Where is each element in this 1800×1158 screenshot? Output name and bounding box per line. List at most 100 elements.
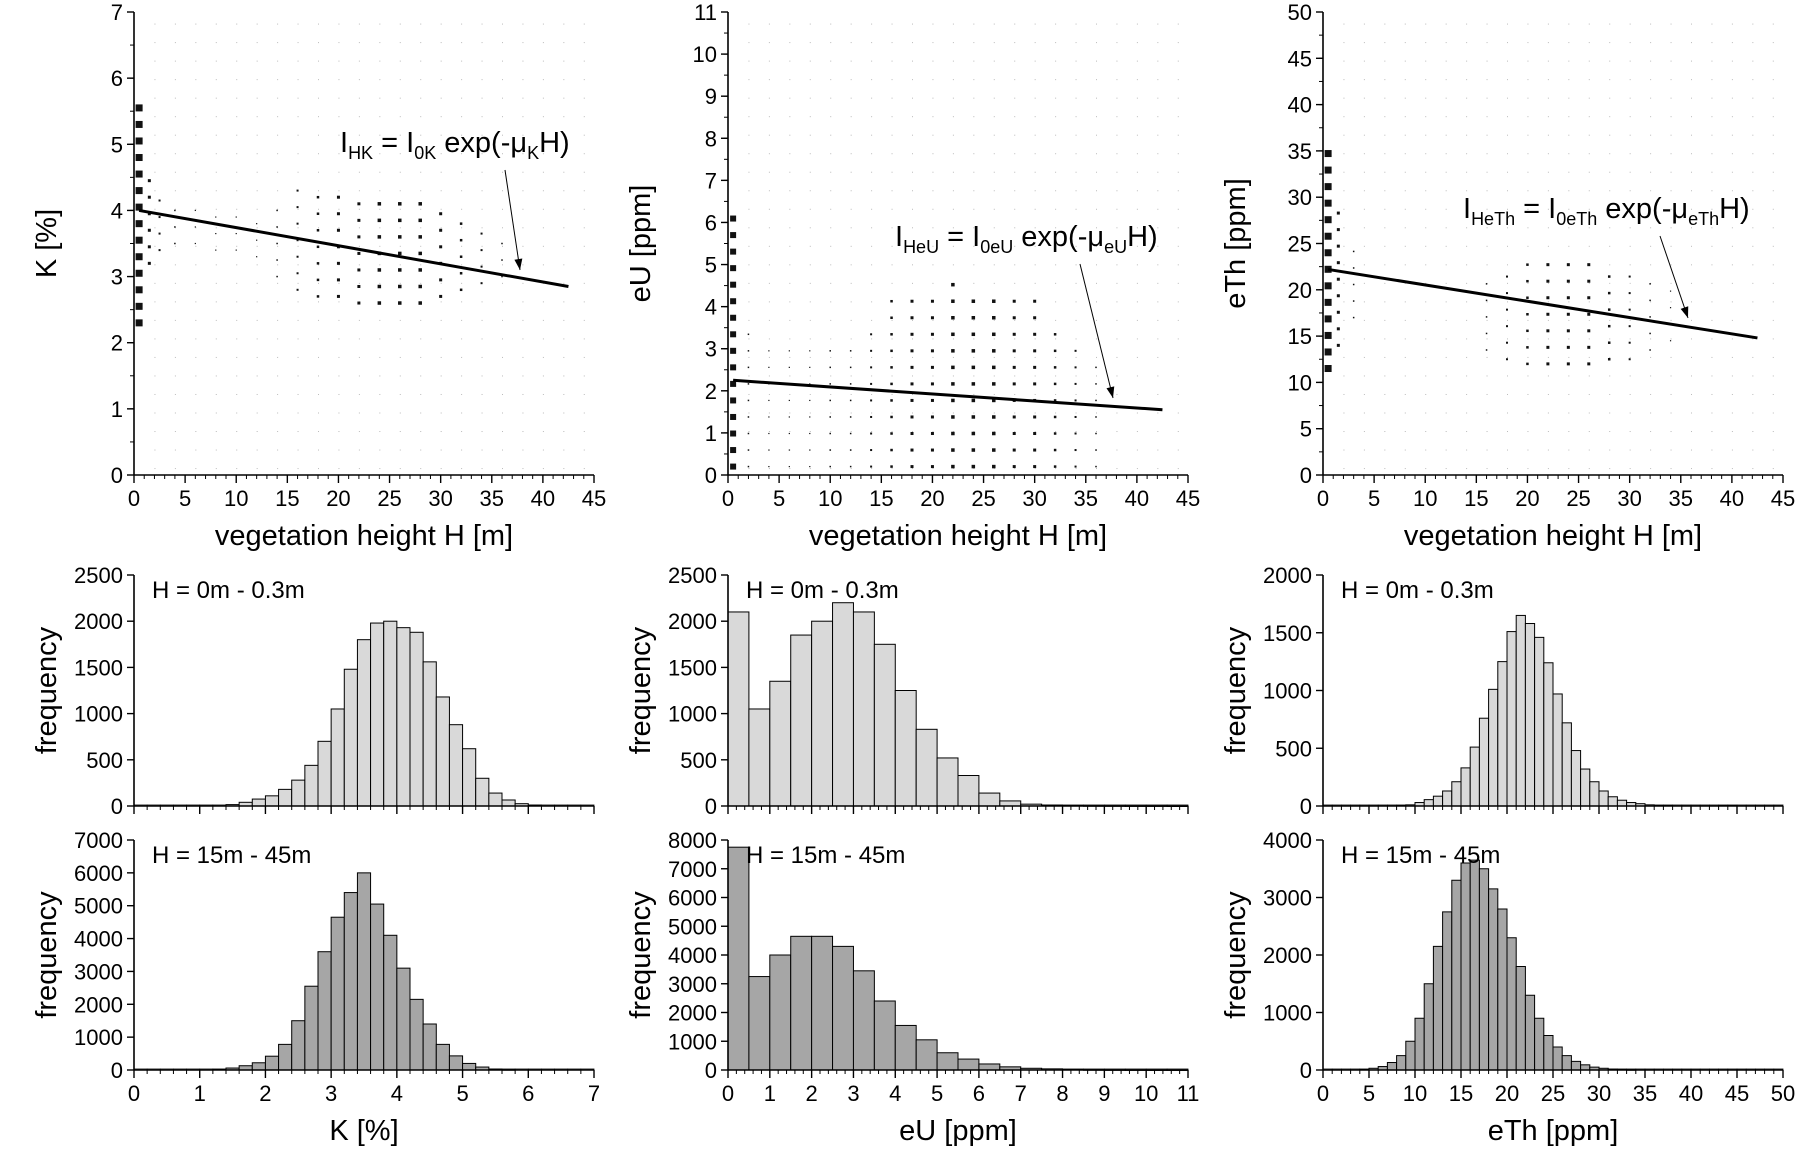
- background-dot: [1425, 79, 1427, 81]
- background-dot: [379, 449, 381, 451]
- background-dot: [1547, 375, 1549, 377]
- data-point: [1012, 415, 1016, 419]
- background-dot: [1157, 393, 1159, 395]
- background-dot: [195, 171, 197, 173]
- data-point: [730, 463, 737, 470]
- background-dot: [748, 393, 750, 395]
- background-dot: [1547, 449, 1549, 451]
- background-dot: [912, 79, 913, 81]
- y-tick-label: 4000: [1263, 828, 1312, 853]
- background-dot: [174, 79, 176, 81]
- data-point: [870, 465, 873, 468]
- background-dot: [768, 319, 770, 321]
- background-dot: [1670, 264, 1672, 266]
- background-dot: [912, 412, 913, 414]
- data-point: [1336, 228, 1340, 232]
- x-tick-label: 4: [391, 1081, 403, 1106]
- background-dot: [1136, 468, 1138, 470]
- background-dot: [154, 171, 156, 173]
- background-dot: [993, 79, 995, 81]
- y-tick-label: 9: [705, 84, 717, 109]
- x-axis-label: vegetation height H [m]: [215, 520, 513, 552]
- background-dot: [420, 245, 422, 247]
- background-dot: [952, 23, 954, 25]
- data-point: [439, 212, 443, 216]
- background-dot: [583, 171, 585, 173]
- background-dot: [420, 227, 422, 229]
- background-dot: [297, 282, 299, 284]
- data-point: [951, 464, 955, 469]
- y-tick-label: 15: [1288, 324, 1312, 349]
- background-dot: [358, 79, 360, 81]
- background-dot: [1425, 412, 1427, 414]
- data-point: [951, 332, 955, 337]
- y-tick-label: 1000: [668, 1029, 717, 1054]
- background-dot: [1670, 153, 1672, 155]
- background-dot: [912, 227, 913, 229]
- data-point: [1324, 282, 1332, 290]
- data-point: [1033, 432, 1037, 436]
- background-dot: [850, 282, 852, 284]
- background-dot: [1055, 356, 1057, 358]
- background-dot: [1772, 134, 1774, 136]
- histogram-bar: [343, 892, 358, 1071]
- histogram-bar: [1561, 722, 1572, 807]
- background-dot: [1157, 23, 1159, 25]
- background-dot: [1157, 227, 1159, 229]
- background-dot: [993, 171, 995, 173]
- background-dot: [583, 319, 585, 321]
- background-dot: [1629, 282, 1631, 284]
- background-dot: [1670, 23, 1672, 25]
- background-dot: [1588, 134, 1590, 136]
- background-dot: [440, 468, 442, 470]
- background-dot: [1384, 449, 1386, 451]
- background-dot: [236, 134, 238, 136]
- background-dot: [1629, 264, 1631, 266]
- background-dot: [768, 97, 770, 99]
- background-dot: [973, 431, 975, 433]
- background-dot: [789, 208, 791, 210]
- background-dot: [1343, 375, 1345, 377]
- background-dot: [871, 338, 873, 340]
- background-dot: [277, 431, 279, 433]
- background-dot: [1404, 282, 1406, 284]
- data-point: [930, 432, 934, 436]
- background-dot: [932, 282, 934, 284]
- background-dot: [1363, 468, 1365, 470]
- background-dot: [1650, 449, 1652, 451]
- background-dot: [277, 301, 279, 303]
- background-dot: [1691, 153, 1692, 155]
- background-dot: [1466, 23, 1468, 25]
- background-dot: [932, 208, 934, 210]
- background-dot: [215, 264, 217, 266]
- background-dot: [748, 23, 750, 25]
- background-dot: [358, 190, 360, 192]
- background-dot: [891, 190, 893, 192]
- background-dot: [1670, 227, 1672, 229]
- background-dot: [1547, 97, 1549, 99]
- data-point: [870, 366, 873, 369]
- background-dot: [993, 412, 995, 414]
- background-dot: [1772, 264, 1774, 266]
- background-dot: [1445, 282, 1447, 284]
- background-dot: [1055, 97, 1057, 99]
- background-dot: [789, 134, 791, 136]
- background-dot: [277, 356, 279, 358]
- background-dot: [1014, 264, 1016, 266]
- background-dot: [871, 116, 873, 118]
- background-dot: [768, 245, 770, 247]
- background-dot: [297, 338, 299, 340]
- data-point: [1628, 292, 1631, 295]
- background-dot: [1486, 190, 1488, 192]
- background-dot: [1527, 97, 1529, 99]
- background-dot: [1588, 97, 1590, 99]
- background-dot: [1363, 60, 1365, 62]
- background-dot: [1404, 338, 1406, 340]
- background-dot: [399, 245, 401, 247]
- background-dot: [830, 301, 832, 303]
- background-dot: [1650, 42, 1652, 44]
- data-point: [357, 235, 361, 239]
- background-dot: [1425, 60, 1427, 62]
- data-point: [1506, 325, 1508, 328]
- background-dot: [1384, 282, 1386, 284]
